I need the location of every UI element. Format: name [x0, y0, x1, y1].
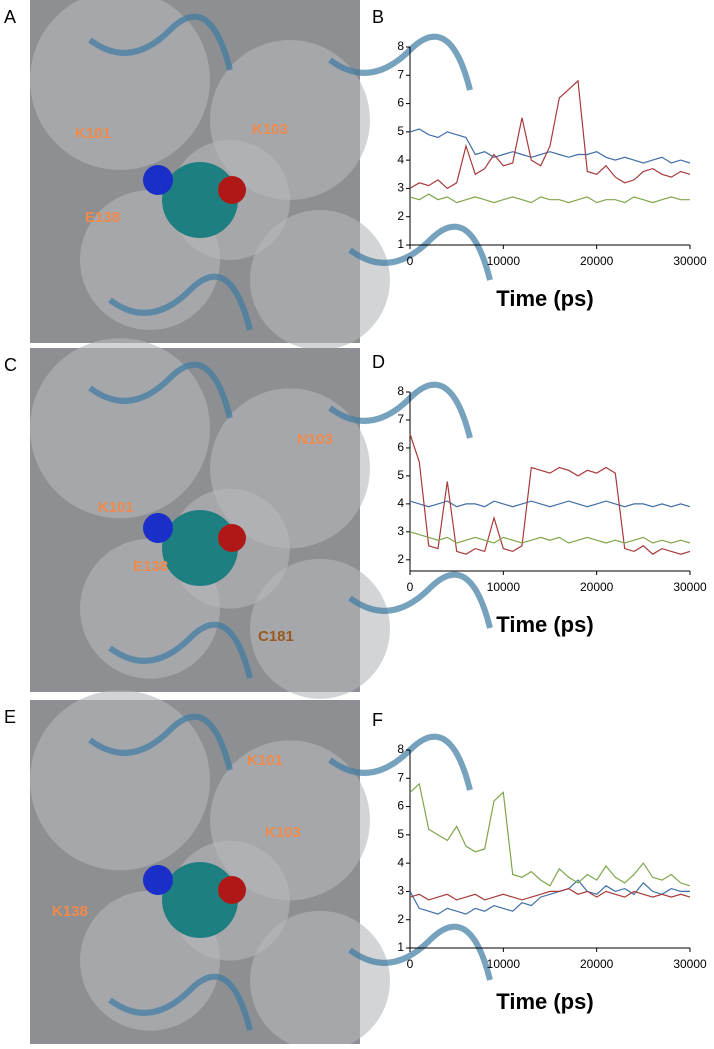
- x-tick-label: 30000: [673, 580, 707, 594]
- series-line: [409, 128, 691, 164]
- residue-label: K138: [52, 903, 88, 920]
- y-tick-label: 8: [397, 742, 404, 756]
- residue-label: E138: [133, 558, 168, 575]
- panel-letter: A: [4, 7, 16, 27]
- x-tick-label: 10000: [487, 254, 521, 268]
- y-tick-label: 1: [397, 940, 404, 954]
- x-tick-label: 0: [407, 254, 414, 268]
- x-tick-label: 20000: [580, 580, 614, 594]
- x-tick-label: 10000: [487, 580, 521, 594]
- series-line: [409, 879, 690, 915]
- y-tick-label: 2: [397, 912, 404, 926]
- ligand-atom: [143, 513, 173, 543]
- y-tick-label: 3: [397, 181, 404, 195]
- series-line: [409, 500, 691, 508]
- ligand-atom: [143, 865, 173, 895]
- ribbon: [348, 223, 493, 281]
- y-tick-label: 7: [397, 770, 404, 784]
- surface-blob: [250, 210, 390, 350]
- y-tick-label: 8: [397, 384, 404, 398]
- x-tick-label: 30000: [673, 254, 707, 268]
- surface-blob: [30, 0, 210, 170]
- y-tick-label: 4: [397, 496, 404, 510]
- y-tick-label: 5: [397, 468, 404, 482]
- ribbon: [108, 621, 253, 679]
- y-tick-label: 4: [397, 152, 404, 166]
- ligand-atom: [143, 165, 173, 195]
- ligand-atom: [162, 862, 238, 938]
- residue-label: K103: [265, 824, 301, 841]
- series-line: [409, 433, 691, 555]
- x-tick-label: 20000: [580, 254, 614, 268]
- y-tick-label: 3: [397, 884, 404, 898]
- y-tick-label: 6: [397, 96, 404, 110]
- ribbon: [108, 273, 253, 331]
- y-tick-label: 8: [397, 39, 404, 53]
- residue-label: E138: [85, 209, 120, 226]
- y-tick-label: 7: [397, 412, 404, 426]
- ribbon: [88, 361, 233, 419]
- x-tick-label: 20000: [580, 957, 614, 971]
- panel-letter: E: [4, 707, 16, 727]
- ligand-atom: [218, 176, 246, 204]
- ligand-atom: [162, 510, 238, 586]
- residue-label: K103: [252, 121, 288, 138]
- panel-letter: C: [4, 355, 17, 375]
- series-line: [409, 531, 691, 544]
- series-line: [409, 193, 690, 204]
- y-tick-label: 2: [397, 209, 404, 223]
- series-line: [409, 782, 691, 887]
- ribbon: [108, 973, 253, 1031]
- x-tick-label: 0: [407, 957, 414, 971]
- y-tick-label: 5: [397, 124, 404, 138]
- y-tick-label: 6: [397, 799, 404, 813]
- residue-label: C181: [258, 628, 294, 645]
- residue-label: N103: [297, 431, 333, 448]
- residue-label: K101: [98, 499, 134, 516]
- ribbon: [88, 13, 233, 71]
- surface-blob: [250, 910, 390, 1049]
- ribbon: [328, 733, 473, 791]
- y-tick-label: 3: [397, 524, 404, 538]
- x-tick-label: 10000: [487, 957, 521, 971]
- x-axis-title: Time (ps): [496, 989, 593, 1014]
- y-tick-label: 6: [397, 440, 404, 454]
- x-axis-title: Time (ps): [496, 612, 593, 637]
- y-tick-label: 4: [397, 855, 404, 869]
- ribbon: [88, 713, 233, 771]
- y-tick-label: 2: [397, 552, 404, 566]
- x-tick-label: 30000: [673, 957, 707, 971]
- ribbon: [348, 923, 493, 981]
- ligand-atom: [218, 876, 246, 904]
- x-axis-title: Time (ps): [496, 286, 593, 311]
- series-line: [409, 887, 691, 901]
- series-line: [409, 79, 691, 190]
- y-tick-label: 1: [397, 237, 404, 251]
- panel-letter: B: [372, 7, 384, 27]
- surface-blob: [250, 558, 390, 699]
- panel-letter: D: [372, 352, 385, 372]
- residue-label: K101: [75, 125, 111, 142]
- y-tick-label: 5: [397, 827, 404, 841]
- ribbon: [348, 571, 493, 629]
- y-tick-label: 7: [397, 67, 404, 81]
- x-tick-label: 0: [407, 580, 414, 594]
- ligand-atom: [218, 524, 246, 552]
- ligand-atom: [162, 162, 238, 238]
- residue-label: K101: [247, 752, 283, 769]
- panel-letter: F: [372, 710, 383, 730]
